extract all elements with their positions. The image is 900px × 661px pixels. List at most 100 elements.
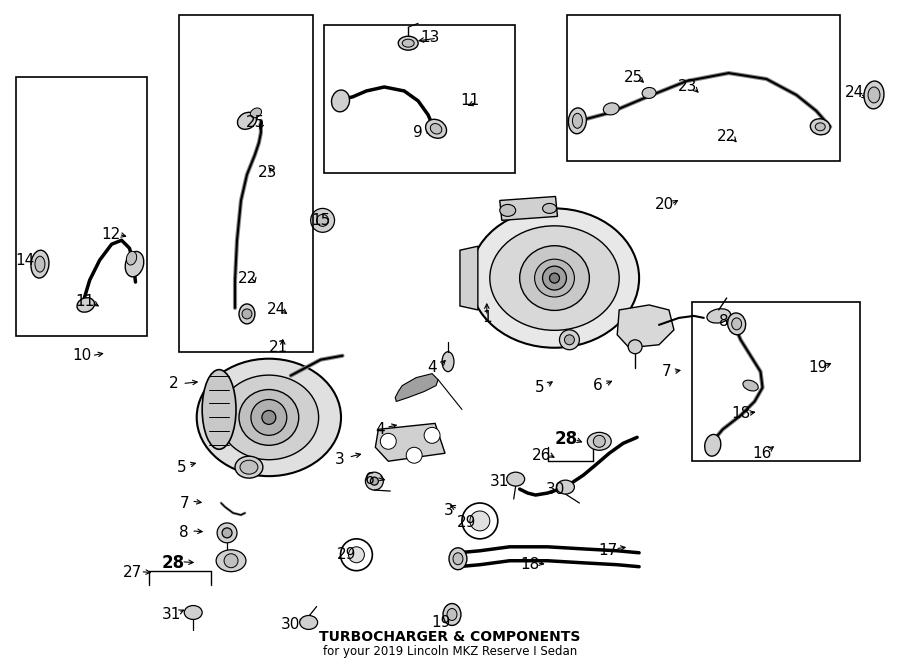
Text: 10: 10 xyxy=(72,348,92,363)
Circle shape xyxy=(406,447,422,463)
Circle shape xyxy=(371,477,378,485)
Circle shape xyxy=(242,309,252,319)
Circle shape xyxy=(340,539,373,570)
Text: 30: 30 xyxy=(545,482,565,496)
Text: 13: 13 xyxy=(420,30,440,45)
Text: 20: 20 xyxy=(655,197,675,212)
Ellipse shape xyxy=(453,553,463,564)
Text: 4: 4 xyxy=(375,422,385,437)
Ellipse shape xyxy=(732,318,742,330)
Text: 17: 17 xyxy=(598,543,618,559)
Circle shape xyxy=(222,528,232,538)
Text: 4: 4 xyxy=(428,360,436,375)
Ellipse shape xyxy=(556,480,574,494)
Text: 19: 19 xyxy=(431,615,451,630)
Ellipse shape xyxy=(77,297,94,312)
Circle shape xyxy=(217,523,237,543)
Circle shape xyxy=(424,428,440,444)
Text: 7: 7 xyxy=(662,364,671,379)
Circle shape xyxy=(628,340,642,354)
Circle shape xyxy=(317,214,328,226)
Text: 7: 7 xyxy=(179,496,189,510)
Text: 1: 1 xyxy=(482,311,491,325)
Text: 23: 23 xyxy=(258,165,277,180)
Text: 18: 18 xyxy=(520,557,539,572)
Polygon shape xyxy=(460,247,478,310)
Circle shape xyxy=(262,410,275,424)
Text: 16: 16 xyxy=(752,446,771,461)
Ellipse shape xyxy=(184,605,202,619)
Text: 24: 24 xyxy=(267,303,286,317)
Text: 29: 29 xyxy=(457,516,477,530)
Text: 3: 3 xyxy=(444,504,454,518)
Text: 25: 25 xyxy=(247,115,266,130)
Text: 18: 18 xyxy=(731,406,751,421)
Ellipse shape xyxy=(239,389,299,446)
Ellipse shape xyxy=(442,352,454,371)
Ellipse shape xyxy=(216,550,246,572)
Ellipse shape xyxy=(239,304,255,324)
Text: 14: 14 xyxy=(15,253,34,268)
Circle shape xyxy=(224,554,238,568)
Circle shape xyxy=(550,273,560,283)
Ellipse shape xyxy=(447,609,457,621)
Text: 2: 2 xyxy=(168,376,178,391)
Circle shape xyxy=(560,330,580,350)
Ellipse shape xyxy=(815,123,825,131)
Ellipse shape xyxy=(219,375,319,459)
Circle shape xyxy=(470,511,490,531)
Ellipse shape xyxy=(398,36,418,50)
Text: 5: 5 xyxy=(176,459,186,475)
Text: 5: 5 xyxy=(535,380,544,395)
Ellipse shape xyxy=(31,251,49,278)
Text: for your 2019 Lincoln MKZ Reserve I Sedan: for your 2019 Lincoln MKZ Reserve I Seda… xyxy=(323,645,577,658)
Text: 8: 8 xyxy=(179,525,189,541)
Text: TURBOCHARGER & COMPONENTS: TURBOCHARGER & COMPONENTS xyxy=(320,631,580,644)
Ellipse shape xyxy=(519,246,590,311)
Ellipse shape xyxy=(430,124,442,134)
Circle shape xyxy=(462,503,498,539)
Circle shape xyxy=(365,472,383,490)
Ellipse shape xyxy=(443,603,461,625)
Text: 31: 31 xyxy=(162,607,181,622)
Ellipse shape xyxy=(426,119,446,138)
Polygon shape xyxy=(617,305,674,348)
Text: 6: 6 xyxy=(364,472,374,486)
Ellipse shape xyxy=(300,615,318,629)
Text: 11: 11 xyxy=(460,93,480,108)
Ellipse shape xyxy=(642,87,656,98)
Bar xyxy=(692,302,860,461)
Circle shape xyxy=(251,399,287,436)
Text: 3: 3 xyxy=(335,451,345,467)
Text: 12: 12 xyxy=(101,227,121,242)
Ellipse shape xyxy=(535,259,574,297)
Text: 26: 26 xyxy=(532,447,552,463)
Ellipse shape xyxy=(202,369,236,449)
Bar xyxy=(567,15,841,161)
Text: 24: 24 xyxy=(844,85,864,100)
Ellipse shape xyxy=(125,251,144,277)
Ellipse shape xyxy=(864,81,884,109)
Text: 19: 19 xyxy=(808,360,828,375)
Ellipse shape xyxy=(705,434,721,456)
Circle shape xyxy=(564,335,574,345)
Ellipse shape xyxy=(402,39,414,47)
Text: 30: 30 xyxy=(281,617,301,632)
Ellipse shape xyxy=(235,456,263,478)
Ellipse shape xyxy=(603,103,619,115)
Circle shape xyxy=(381,434,396,449)
Circle shape xyxy=(310,208,335,232)
Ellipse shape xyxy=(706,309,731,323)
Bar xyxy=(324,25,515,173)
Text: 28: 28 xyxy=(162,554,184,572)
Text: 21: 21 xyxy=(269,340,288,355)
Ellipse shape xyxy=(588,432,611,450)
Ellipse shape xyxy=(126,251,137,265)
Ellipse shape xyxy=(35,256,45,272)
Text: 6: 6 xyxy=(592,378,602,393)
Ellipse shape xyxy=(727,313,746,334)
Ellipse shape xyxy=(240,460,258,474)
Text: 28: 28 xyxy=(555,430,578,448)
Ellipse shape xyxy=(810,119,830,135)
Circle shape xyxy=(543,266,566,290)
